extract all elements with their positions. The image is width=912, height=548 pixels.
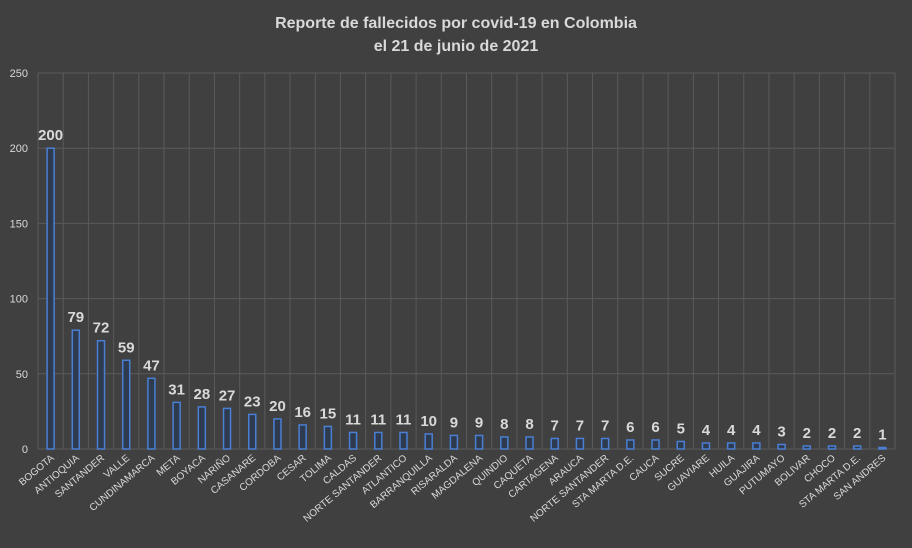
bar [726,442,736,450]
data-label: 28 [193,386,210,403]
data-label: 11 [370,411,386,428]
bar [71,329,81,450]
data-label: 8 [500,416,508,433]
bar [626,439,635,450]
data-label: 1 [878,426,886,443]
data-label: 11 [396,411,412,428]
bar [348,431,358,450]
bar [399,431,408,450]
data-label: 9 [450,414,458,431]
data-label: 27 [219,387,236,404]
bar [852,445,862,450]
bar [424,433,433,450]
data-label: 2 [853,425,861,442]
bar [147,377,156,450]
bar [449,434,459,450]
chart-title: Reporte de fallecidos por covid-19 en Co… [275,15,637,32]
data-label: 72 [93,320,110,337]
data-label: 7 [576,417,584,434]
bar [273,418,282,450]
bar [701,442,711,450]
data-label: 10 [420,413,437,430]
data-label: 15 [320,405,337,422]
bar [575,437,585,450]
y-tick-label: 50 [16,369,28,381]
data-label: 11 [345,411,361,428]
data-label: 59 [118,339,135,356]
data-label: 9 [475,414,483,431]
data-label: 2 [828,425,836,442]
bar [676,440,685,450]
y-tick-label: 100 [10,294,28,306]
bar [878,446,887,450]
data-label: 2 [803,425,811,442]
data-label: 4 [752,422,761,439]
bar [651,439,660,450]
bar [802,445,812,450]
bar [46,147,55,450]
bar [96,339,106,450]
bar [752,442,761,450]
y-tick-label: 250 [10,68,28,80]
data-label: 7 [551,417,559,434]
data-label: 79 [67,309,84,326]
data-label: 200 [38,127,63,144]
bar [298,424,307,450]
bar [121,359,131,450]
y-tick-label: 150 [10,218,28,230]
data-label: 8 [525,416,533,433]
data-label: 4 [702,422,711,439]
data-label: 23 [244,393,261,410]
data-label: 4 [727,422,736,439]
data-label: 7 [601,417,609,434]
data-label: 5 [677,420,685,437]
data-label: 20 [269,398,286,415]
y-tick-label: 0 [22,444,28,456]
bar [197,406,207,450]
bar [222,407,232,450]
bar [600,437,610,450]
bar [525,436,534,450]
data-label: 6 [626,419,634,436]
data-label: 16 [294,404,311,421]
bar [172,401,181,450]
data-label: 47 [143,357,160,374]
chart-subtitle: el 21 de junio de 2021 [374,38,539,55]
bar [374,431,383,450]
bar [827,445,837,450]
bar [248,413,257,450]
y-tick-label: 200 [10,143,28,155]
bar [500,436,509,450]
data-label: 3 [777,423,785,440]
bar [550,437,559,450]
data-label: 6 [651,419,659,436]
bar [777,443,786,450]
bar [474,434,484,450]
data-label: 31 [168,381,185,398]
bar [323,425,333,450]
